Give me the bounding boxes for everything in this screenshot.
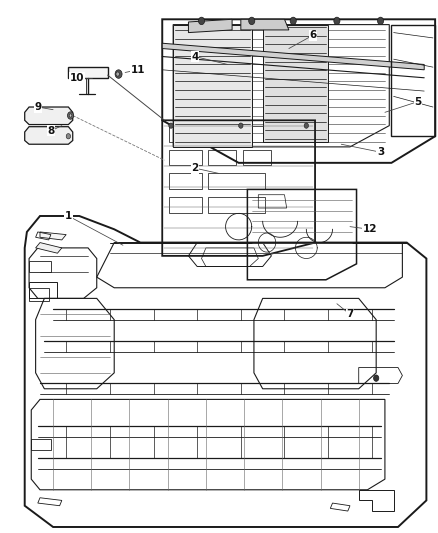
Text: 6: 6 — [309, 30, 317, 41]
Polygon shape — [35, 243, 62, 253]
Bar — [169, 126, 201, 142]
Polygon shape — [263, 25, 328, 142]
Circle shape — [334, 17, 340, 25]
Circle shape — [115, 70, 122, 78]
Circle shape — [67, 112, 74, 119]
Circle shape — [69, 114, 72, 117]
Circle shape — [378, 17, 384, 25]
Polygon shape — [68, 67, 108, 78]
Circle shape — [66, 134, 71, 139]
Text: 3: 3 — [377, 147, 384, 157]
Polygon shape — [162, 43, 424, 70]
Bar — [208, 150, 237, 165]
Bar — [208, 197, 265, 213]
Polygon shape — [25, 127, 73, 144]
Circle shape — [249, 17, 255, 25]
Bar — [169, 173, 201, 189]
Circle shape — [169, 123, 173, 128]
Text: 7: 7 — [346, 309, 353, 319]
Text: 4: 4 — [191, 52, 199, 61]
Polygon shape — [25, 107, 73, 125]
Bar — [208, 173, 265, 189]
Text: 12: 12 — [362, 224, 377, 235]
Text: 8: 8 — [47, 126, 54, 136]
Polygon shape — [173, 25, 252, 147]
Text: 1: 1 — [65, 211, 72, 221]
Circle shape — [116, 72, 120, 76]
Polygon shape — [241, 19, 289, 30]
Text: 10: 10 — [70, 73, 85, 83]
Bar — [169, 197, 201, 213]
Bar — [208, 126, 237, 142]
Circle shape — [198, 17, 205, 25]
Text: 11: 11 — [131, 65, 145, 75]
Text: 5: 5 — [414, 96, 421, 107]
Circle shape — [304, 123, 308, 128]
Circle shape — [374, 375, 379, 381]
Polygon shape — [188, 19, 232, 33]
Text: 9: 9 — [34, 102, 41, 112]
Bar — [169, 150, 201, 165]
Bar — [243, 126, 272, 142]
Bar — [243, 150, 272, 165]
Polygon shape — [40, 232, 66, 240]
Circle shape — [290, 17, 296, 25]
Circle shape — [239, 123, 243, 128]
Text: 2: 2 — [191, 163, 198, 173]
